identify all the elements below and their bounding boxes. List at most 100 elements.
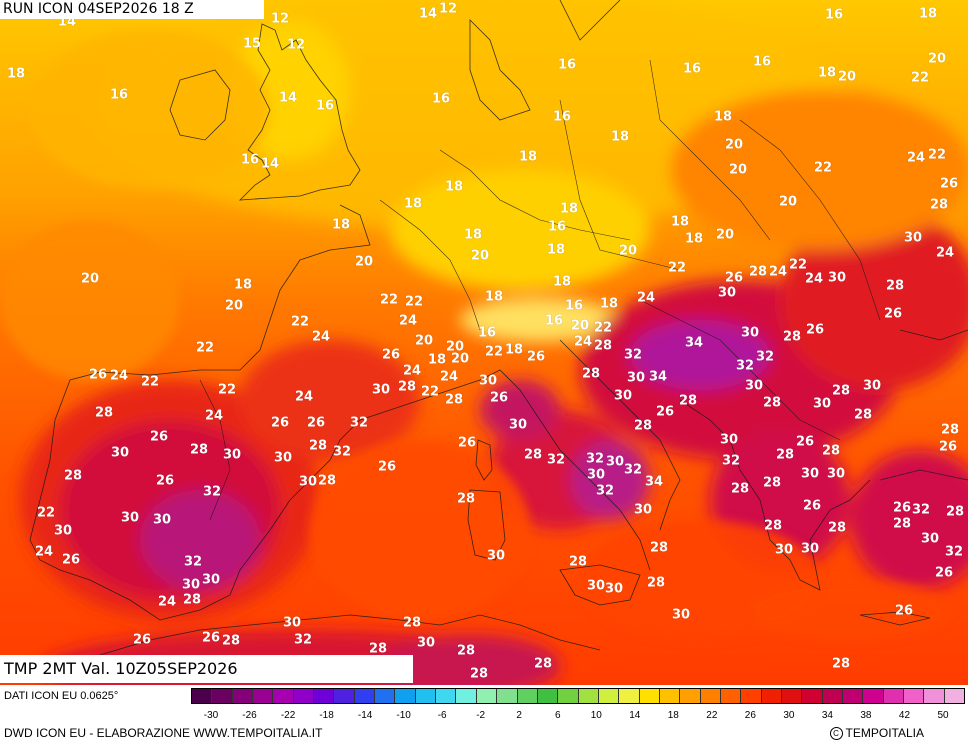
temperature-value-label: 30 bbox=[53, 523, 73, 539]
scale-tick-label: 18 bbox=[667, 710, 679, 721]
temperature-value-label: 28 bbox=[402, 615, 422, 631]
temperature-map: 14 14 12 16 18 15 12 12 18 16 14 16 16 16 16 16 18 20 20 22… bbox=[0, 0, 968, 685]
temperature-value-label: 28 bbox=[221, 633, 241, 649]
temperature-value-label: 24 bbox=[294, 389, 314, 405]
temperature-value-label: 18 bbox=[559, 201, 579, 217]
temperature-value-label: 22 bbox=[195, 340, 215, 356]
temperature-value-label: 32 bbox=[911, 502, 931, 518]
scale-tick-label: 10 bbox=[590, 710, 602, 721]
color-swatch bbox=[212, 689, 233, 703]
temperature-value-label: 26 bbox=[724, 270, 744, 286]
color-swatch bbox=[781, 689, 803, 703]
temperature-value-label: 26 bbox=[88, 367, 108, 383]
color-swatch bbox=[517, 689, 538, 703]
color-swatch bbox=[598, 689, 620, 703]
credit-text: DWD ICON EU - ELABORAZIONE WWW.TEMPOITAL… bbox=[4, 726, 323, 740]
temperature-value-label: 28 bbox=[317, 473, 337, 489]
temperature-value-label: 22 bbox=[788, 257, 808, 273]
scale-tick-label: -18 bbox=[319, 710, 334, 721]
temperature-value-label: 24 bbox=[109, 368, 129, 384]
temperature-value-label: 30 bbox=[222, 447, 242, 463]
temperature-value-label: 20 bbox=[450, 351, 470, 367]
temperature-value-label: 30 bbox=[273, 450, 293, 466]
temperature-value-label: 22 bbox=[813, 160, 833, 176]
temperature-value-label: 32 bbox=[332, 444, 352, 460]
temperature-value-label: 14 bbox=[418, 6, 438, 22]
scale-tick-label: 6 bbox=[554, 710, 561, 721]
color-swatch bbox=[822, 689, 843, 703]
copyright-icon: C bbox=[829, 727, 843, 741]
temperature-value-label: 22 bbox=[404, 294, 424, 310]
temperature-value-label: 28 bbox=[646, 575, 666, 591]
temperature-value-label: 28 bbox=[94, 405, 114, 421]
temperature-value-label: 30 bbox=[152, 512, 172, 528]
temperature-value-label: 34 bbox=[648, 369, 668, 385]
temperature-value-label: 30 bbox=[120, 510, 140, 526]
temperature-value-label: 34 bbox=[684, 335, 704, 351]
temperature-value-label: 16 bbox=[564, 298, 584, 314]
map-canvas bbox=[0, 0, 968, 685]
temperature-value-label: 28 bbox=[456, 643, 476, 659]
temperature-value-label: 20 bbox=[570, 318, 590, 334]
temperature-value-label: 24 bbox=[636, 290, 656, 306]
temperature-value-label: 28 bbox=[940, 422, 960, 438]
color-swatch bbox=[314, 689, 335, 703]
temperature-value-label: 30 bbox=[920, 531, 940, 547]
temperature-value-label: 22 bbox=[217, 382, 237, 398]
temperature-value-label: 26 bbox=[526, 349, 546, 365]
coastlines bbox=[29, 0, 968, 681]
temperature-value-label: 18 bbox=[546, 242, 566, 258]
color-swatch bbox=[700, 689, 721, 703]
temperature-value-label: 16 bbox=[552, 109, 572, 125]
temperature-value-label: 24 bbox=[204, 408, 224, 424]
temperature-value-label: 30 bbox=[719, 432, 739, 448]
brand-text: TEMPOITALIA bbox=[845, 726, 924, 740]
temperature-value-label: 28 bbox=[853, 407, 873, 423]
temperature-value-label: 16 bbox=[547, 219, 567, 235]
temperature-value-label: 30 bbox=[800, 541, 820, 557]
temperature-value-label: 24 bbox=[439, 369, 459, 385]
temperature-value-label: 28 bbox=[593, 338, 613, 354]
color-swatch bbox=[843, 689, 864, 703]
scale-tick-label: -2 bbox=[476, 710, 486, 721]
temperature-value-label: 32 bbox=[546, 452, 566, 468]
temperature-value-label: 28 bbox=[368, 641, 388, 657]
brand-logo: C TEMPOITALIA bbox=[829, 726, 924, 741]
temperature-value-label: 16 bbox=[315, 98, 335, 114]
temperature-value-label: 28 bbox=[189, 442, 209, 458]
run-label: RUN ICON 04SEP2026 18 Z bbox=[3, 1, 194, 17]
temperature-value-label: 20 bbox=[724, 137, 744, 153]
temperature-value-label: 28 bbox=[523, 447, 543, 463]
temperature-value-label: 30 bbox=[181, 577, 201, 593]
temperature-value-label: 14 bbox=[278, 90, 298, 106]
temperature-value-label: 18 bbox=[670, 214, 690, 230]
temperature-value-label: 26 bbox=[306, 415, 326, 431]
temperature-value-label: 20 bbox=[445, 339, 465, 355]
temperature-value-label: 30 bbox=[626, 370, 646, 386]
temperature-value-label: 24 bbox=[402, 363, 422, 379]
temperature-value-label: 28 bbox=[782, 329, 802, 345]
temperature-value-label: 30 bbox=[110, 445, 130, 461]
temperature-value-label: 30 bbox=[201, 572, 221, 588]
temperature-value-label: 30 bbox=[604, 581, 624, 597]
temperature-value-label: 30 bbox=[774, 542, 794, 558]
scale-tick-label: -6 bbox=[437, 710, 447, 721]
temperature-value-label: 12 bbox=[270, 11, 290, 27]
temperature-value-label: 16 bbox=[824, 7, 844, 23]
scale-tick-label: 14 bbox=[629, 710, 641, 721]
temperature-value-label: 28 bbox=[831, 383, 851, 399]
temperature-value-label: 28 bbox=[892, 516, 912, 532]
color-swatch bbox=[293, 689, 315, 703]
temperature-value-label: 20 bbox=[354, 254, 374, 270]
temperature-value-label: 26 bbox=[802, 498, 822, 514]
scale-tick-label: 34 bbox=[821, 710, 833, 721]
color-swatch bbox=[883, 689, 905, 703]
color-swatch bbox=[578, 689, 599, 703]
temperature-value-label: 22 bbox=[36, 505, 56, 521]
temperature-value-label: 26 bbox=[795, 434, 815, 450]
color-swatch bbox=[436, 689, 457, 703]
temperature-value-label: 16 bbox=[557, 57, 577, 73]
temperature-value-label: 18 bbox=[427, 352, 447, 368]
color-swatch bbox=[395, 689, 416, 703]
temperature-value-label: 22 bbox=[420, 384, 440, 400]
